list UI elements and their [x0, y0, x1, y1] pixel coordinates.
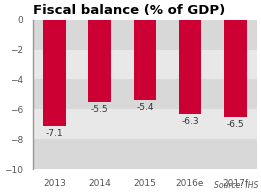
Bar [33, 50, 257, 79]
Text: -5.5: -5.5 [91, 105, 108, 114]
Bar [33, 109, 257, 139]
Bar [134, 20, 156, 100]
Text: -5.4: -5.4 [136, 103, 154, 112]
Bar [224, 20, 247, 117]
Bar [43, 20, 66, 126]
Text: -6.3: -6.3 [181, 117, 199, 126]
Text: -7.1: -7.1 [46, 129, 63, 138]
Bar [179, 20, 201, 114]
Text: Fiscal balance (% of GDP): Fiscal balance (% of GDP) [33, 4, 225, 17]
Text: Source: IHS: Source: IHS [214, 181, 258, 190]
Bar [33, 20, 257, 50]
Text: -6.5: -6.5 [227, 120, 244, 129]
Bar [33, 139, 257, 169]
Bar [33, 79, 257, 109]
Bar [88, 20, 111, 102]
